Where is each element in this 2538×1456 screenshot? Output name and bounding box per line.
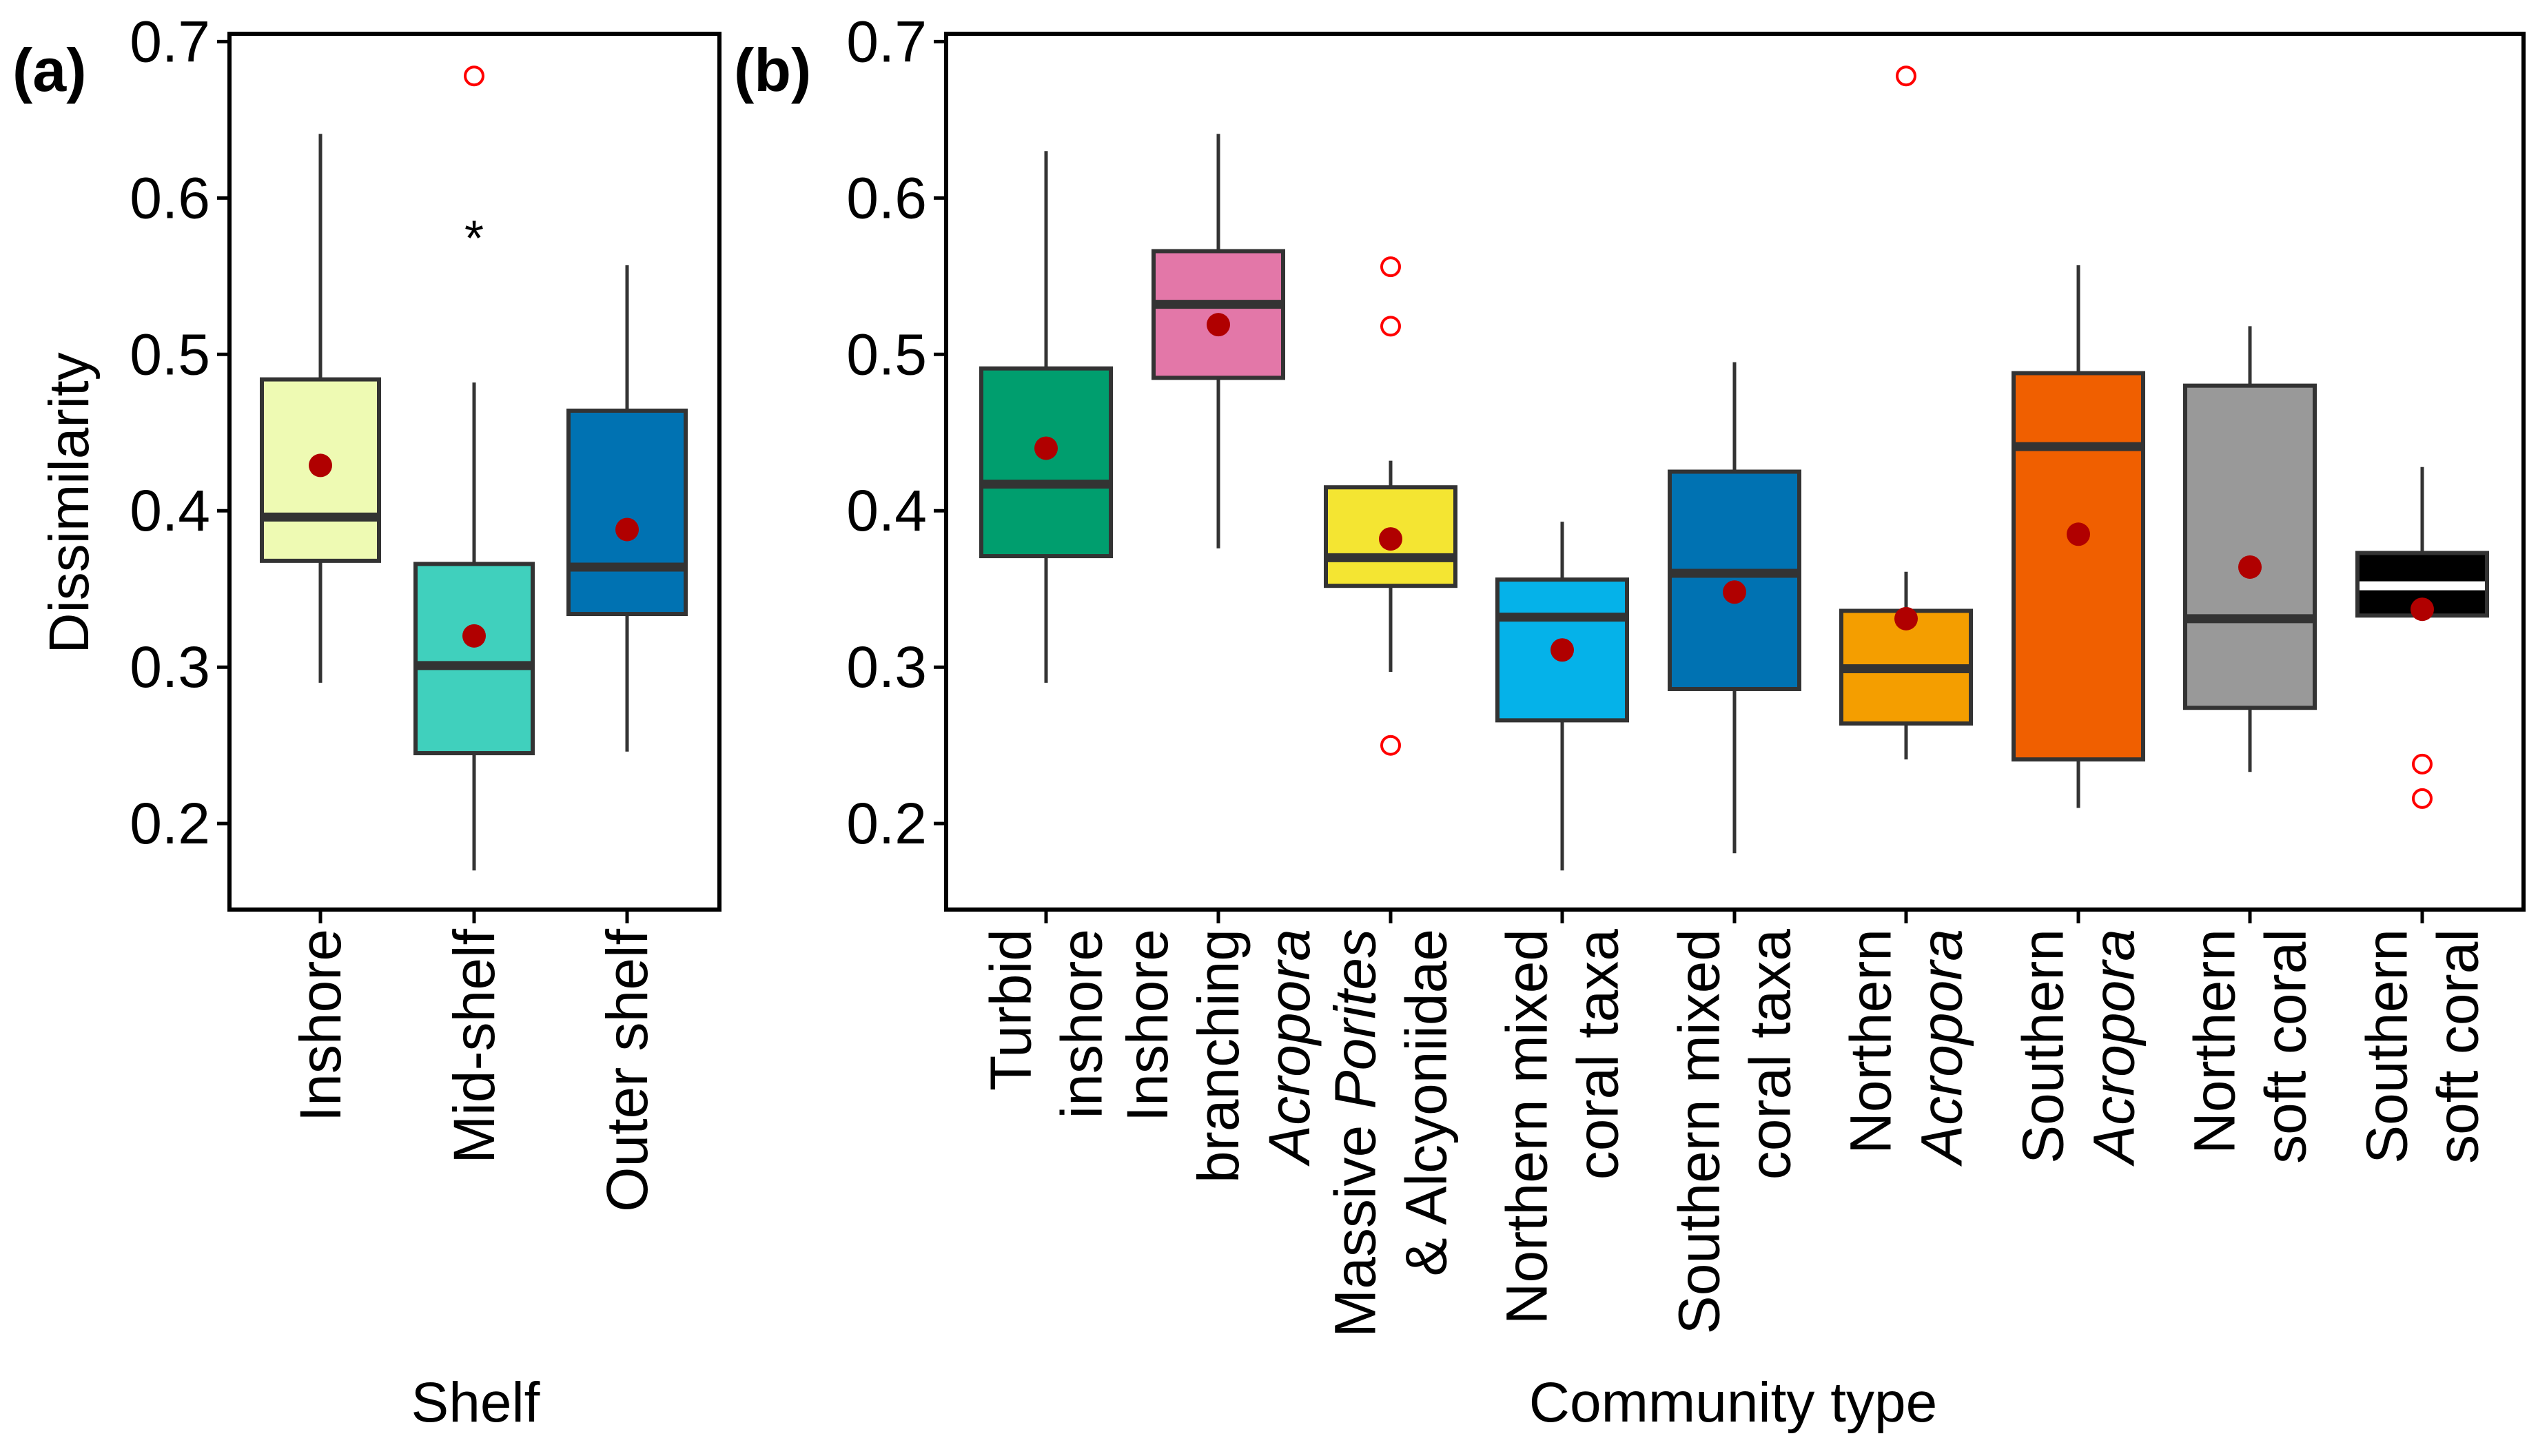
x-tick-label: branching (1186, 929, 1251, 1183)
significance-annotation: * (464, 212, 484, 267)
x-tick-label: Turbid (979, 929, 1043, 1091)
y-tick-label: 0.6 (130, 165, 210, 230)
box-7 (2012, 265, 2145, 808)
mean-point (1723, 580, 1746, 604)
mean-point (1034, 436, 1058, 460)
mean-point (2411, 597, 2434, 622)
box-2 (1152, 134, 1285, 548)
mean-point (2067, 522, 2090, 546)
outlier-point (1380, 735, 1401, 756)
outlier-point (2412, 753, 2433, 775)
mean-point (1894, 606, 1918, 630)
box-iqr (2012, 371, 2145, 762)
box-9 (2355, 466, 2489, 809)
x-tick-label: Northern (2182, 929, 2247, 1154)
box-3 (566, 265, 688, 752)
box-iqr (979, 366, 1113, 559)
x-tick-label: soft coral (2253, 929, 2318, 1164)
x-tick-label: Acropora (1910, 929, 1974, 1167)
box-iqr (2183, 383, 2317, 710)
box-4 (1495, 522, 1629, 871)
y-tick-label: 0.3 (846, 635, 927, 699)
y-axis-title: Dissimilarity (38, 352, 101, 653)
x-axis-title-a: Shelf (411, 1371, 540, 1434)
box-iqr (566, 408, 688, 617)
x-tick-label: Northern mixed (1495, 929, 1559, 1324)
box-1 (979, 151, 1113, 683)
x-axis-title-b: Community type (1529, 1371, 1937, 1434)
x-tick-label: & Alcyoniidae (1394, 929, 1459, 1276)
mean-point (462, 624, 486, 648)
outlier-point (1380, 256, 1401, 278)
mean-point (1207, 313, 1230, 337)
x-tick-label: soft coral (2426, 929, 2490, 1164)
outlier-point (464, 65, 484, 87)
box-2: * (413, 65, 535, 871)
box-iqr (1668, 469, 1801, 691)
box-iqr (413, 562, 535, 756)
outlier-point (2412, 788, 2433, 809)
y-tick-label: 0.4 (130, 478, 210, 543)
y-tick-label: 0.7 (130, 9, 210, 74)
x-tick-label: Acropora (2082, 929, 2147, 1167)
box-8 (2183, 326, 2317, 772)
x-tick-label: Northern (1839, 929, 1903, 1154)
x-tick-label: coral taxa (1566, 929, 1630, 1180)
x-tick-label: Inshore (288, 929, 353, 1122)
outlier-point (1896, 65, 1916, 87)
y-tick-label: 0.6 (846, 165, 927, 230)
box-6 (1839, 65, 1973, 760)
y-tick-label: 0.2 (130, 791, 210, 856)
x-tick-label: Acropora (1257, 929, 1322, 1167)
x-tick-label: coral taxa (1738, 929, 1803, 1180)
y-tick-label: 0.5 (130, 322, 210, 387)
y-tick-label: 0.5 (846, 322, 927, 387)
box-5 (1668, 362, 1801, 854)
panel-b-label: (b) (734, 36, 811, 104)
y-tick-label: 0.2 (846, 791, 927, 856)
box-3 (1324, 256, 1457, 756)
x-tick-label: Mid-shelf (442, 928, 506, 1163)
x-tick-label: Southern (2355, 929, 2419, 1164)
x-tick-label: Massive Porites (1323, 929, 1388, 1337)
x-tick-label: Southern (2011, 929, 2076, 1164)
mean-point (309, 453, 332, 478)
mean-point (2238, 555, 2262, 579)
panel-a: (a) * 0.2 0.3 0.4 0.5 0.6 0.7 Inshore Mid-shel… (12, 9, 722, 1434)
mean-point (1551, 638, 1574, 662)
x-tick-label: Outer shelf (595, 928, 659, 1212)
panel-a-label: (a) (12, 36, 87, 104)
mean-point (615, 517, 639, 542)
panel-b: (b) 0.2 0.3 0.4 0.5 0.6 0.7 Turbid inshore Insh… (734, 9, 2526, 1434)
box-1 (260, 134, 381, 683)
x-tick-label: Inshore (1115, 929, 1180, 1122)
outlier-point (1380, 316, 1401, 337)
y-tick-label: 0.4 (846, 478, 927, 543)
mean-point (1379, 527, 1402, 551)
y-tick-label: 0.3 (130, 635, 210, 699)
y-tick-label: 0.7 (846, 9, 927, 74)
x-tick-label: Southern mixed (1667, 929, 1732, 1334)
x-tick-label: inshore (1050, 929, 1114, 1119)
